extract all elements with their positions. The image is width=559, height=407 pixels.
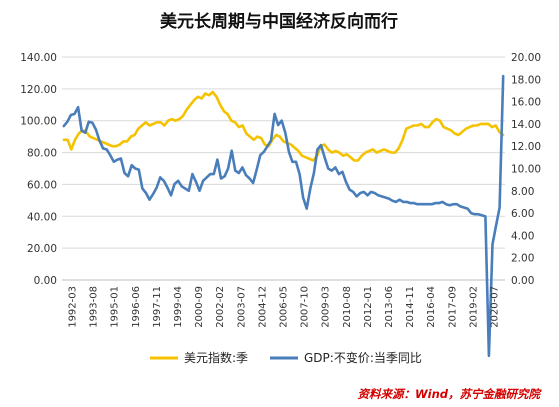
x-tick-label: 2020-07 (489, 286, 500, 328)
x-tick-label: 2004-12 (257, 286, 268, 328)
x-tick-label: 2017-09 (447, 286, 458, 328)
x-tick-label: 1995-01 (110, 286, 121, 328)
right-tick-label: 16.00 (511, 97, 541, 109)
gridlines (62, 56, 505, 281)
x-tick-label: 2016-04 (426, 286, 437, 328)
left-tick-label: 20.00 (27, 243, 57, 255)
left-axis-ticks: 0.00 20.00 40.00 60.00 80.00 100.00 120.00 140.… (20, 52, 57, 287)
x-tick-label: 1999-04 (173, 286, 184, 328)
x-tick-label: 2002-02 (215, 286, 226, 328)
x-tick-label: 2019-02 (468, 286, 479, 328)
right-axis-ticks: 0.00 2.00 4.00 6.00 8.00 10.00 12.00 14.00 16.00… (511, 52, 541, 287)
right-tick-label: 8.00 (511, 186, 534, 198)
x-tick-label: 1996-06 (131, 286, 142, 328)
x-tick-label: 2000-09 (194, 286, 205, 328)
right-tick-label: 6.00 (511, 208, 534, 220)
x-tick-label: 2006-05 (279, 286, 290, 328)
left-tick-label: 100.00 (20, 116, 57, 128)
right-tick-label: 10.00 (511, 164, 541, 176)
right-tick-label: 18.00 (511, 74, 541, 86)
left-tick-label: 60.00 (27, 179, 57, 191)
x-tick-label: 2010-08 (342, 286, 353, 328)
right-tick-label: 14.00 (511, 119, 541, 131)
x-tick-label: 2009-03 (321, 286, 332, 328)
x-tick-label: 1992-03 (68, 286, 79, 328)
x-tick-label: 1997-11 (152, 286, 163, 328)
x-tick-label: 2003-07 (236, 286, 247, 328)
legend-label-dollar-index: 美元指数:季 (184, 350, 248, 365)
x-axis-ticks: 1992-03 1993-08 1995-01 1996-06 1997-11 1999-… (68, 286, 501, 328)
right-tick-label: 20.00 (511, 52, 541, 64)
left-tick-label: 140.00 (20, 52, 57, 64)
right-tick-label: 4.00 (511, 230, 534, 242)
left-tick-label: 0.00 (34, 275, 57, 287)
x-tick-label: 1993-08 (89, 286, 100, 328)
right-tick-label: 0.00 (511, 275, 534, 287)
right-tick-label: 12.00 (511, 141, 541, 153)
series-line-dollar-index (62, 90, 505, 162)
right-tick-label: 2.00 (511, 253, 534, 265)
x-tick-label: 2012-01 (363, 286, 374, 328)
chart-title: 美元长周期与中国经济反向而行 (160, 11, 398, 32)
left-tick-label: 80.00 (27, 148, 57, 160)
legend-label-gdp: GDP:不变价:当季同比 (304, 350, 422, 365)
legend: 美元指数:季 GDP:不变价:当季同比 (150, 350, 422, 365)
series-layer (62, 74, 505, 358)
x-tick-label: 2014-11 (405, 286, 416, 328)
series-line-gdp (62, 74, 505, 358)
left-tick-label: 120.00 (20, 84, 57, 96)
x-tick-label: 2007-10 (300, 286, 311, 328)
x-tick-label: 2013-06 (384, 286, 395, 328)
left-tick-label: 40.00 (27, 211, 57, 223)
source-note: 资料来源：Wind，苏宁金融研究院 (357, 387, 542, 401)
